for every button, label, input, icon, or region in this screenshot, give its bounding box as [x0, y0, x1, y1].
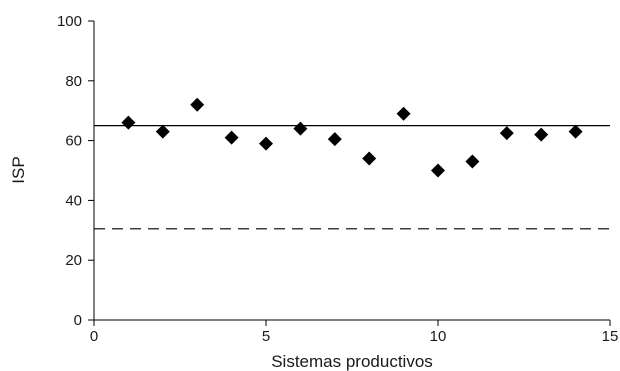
data-point [293, 121, 308, 136]
data-point [224, 130, 239, 145]
x-tick-label: 15 [602, 328, 619, 345]
y-axis-title: ISP [9, 156, 28, 183]
y-tick-label: 80 [65, 73, 82, 90]
data-point [465, 154, 480, 169]
data-point [155, 124, 170, 139]
x-axis-title: Sistemas productivos [271, 352, 433, 371]
x-tick-label: 5 [262, 328, 270, 345]
data-points [121, 97, 583, 178]
data-point [568, 124, 583, 139]
axes: 0 20 40 60 80 100 0 5 10 15 [57, 13, 618, 345]
data-point [499, 126, 514, 141]
data-point [534, 127, 549, 142]
data-point [327, 132, 342, 147]
reference-lines [94, 125, 610, 230]
x-tick-label: 0 [90, 328, 98, 345]
data-point [431, 163, 445, 178]
y-tick-label: 0 [74, 312, 82, 329]
data-point [259, 136, 273, 151]
data-point [121, 115, 136, 130]
x-tick-label: 10 [430, 328, 447, 345]
y-tick-label: 20 [65, 252, 82, 269]
y-tick-label: 60 [65, 133, 82, 150]
y-tick-label: 100 [57, 13, 82, 30]
data-point [190, 97, 205, 112]
data-point [362, 151, 377, 166]
y-tick-label: 40 [65, 192, 82, 209]
data-point [396, 106, 411, 121]
